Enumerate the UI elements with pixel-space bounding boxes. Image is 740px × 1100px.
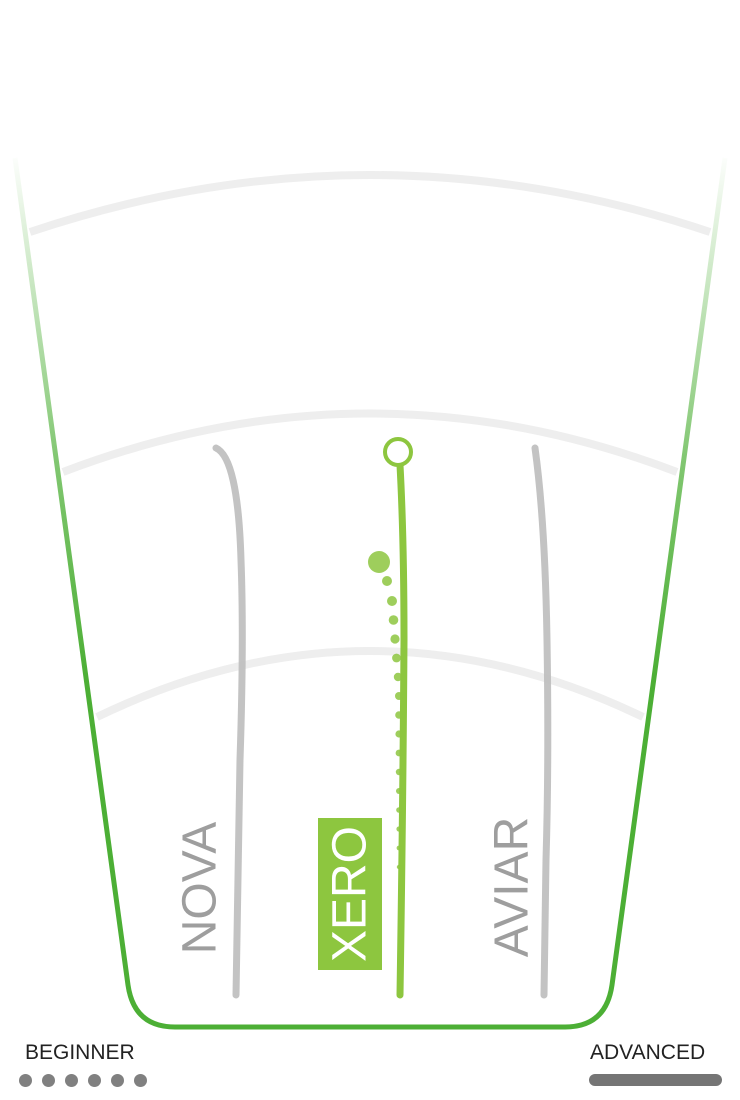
disc-label-aviar[interactable]: AVIAR — [485, 816, 539, 958]
distance-arc-mid — [61, 409, 679, 476]
fade-dot — [392, 653, 401, 663]
fade-dot — [390, 634, 400, 644]
fade-dot — [382, 576, 392, 586]
advanced-label: ADVANCED — [590, 1041, 706, 1064]
fairway-outline — [12, 157, 728, 1030]
fade-dot — [395, 730, 403, 738]
fade-dot — [396, 807, 402, 813]
fade-dot — [388, 615, 399, 625]
flight-path-xero[interactable] — [396, 461, 408, 999]
xero-fade-dots — [368, 551, 403, 870]
disc-label-nova[interactable]: NOVA — [173, 821, 227, 955]
beginner-label: BEGINNER — [25, 1041, 135, 1064]
distance-arc-far — [28, 171, 712, 236]
fade-dot — [395, 768, 403, 776]
fade-dot — [395, 749, 403, 757]
fade-dot — [396, 788, 402, 794]
fade-dot — [396, 845, 402, 851]
skill-dot — [19, 1074, 32, 1087]
skill-dot — [111, 1074, 124, 1087]
fade-dot — [396, 864, 402, 870]
flight-path-aviar[interactable] — [531, 444, 552, 999]
disc-label-xero[interactable]: XERO — [318, 818, 382, 970]
beginner-dots — [19, 1074, 147, 1087]
disc-label-xero-text: XERO — [323, 825, 377, 963]
distance-arc-near — [95, 647, 645, 721]
fade-dot — [395, 692, 403, 700]
skill-dot — [42, 1074, 55, 1087]
fade-dot — [396, 826, 402, 832]
skill-dot — [65, 1074, 78, 1087]
xero-release-point-icon[interactable] — [383, 437, 413, 467]
fade-dot — [387, 596, 397, 606]
fade-dot — [393, 672, 403, 682]
skill-dot — [134, 1074, 147, 1087]
fade-dot — [395, 711, 403, 719]
flight-path-nova[interactable] — [212, 444, 246, 999]
advanced-bar — [589, 1074, 722, 1086]
skill-dot — [88, 1074, 101, 1087]
fade-dot — [368, 551, 390, 573]
